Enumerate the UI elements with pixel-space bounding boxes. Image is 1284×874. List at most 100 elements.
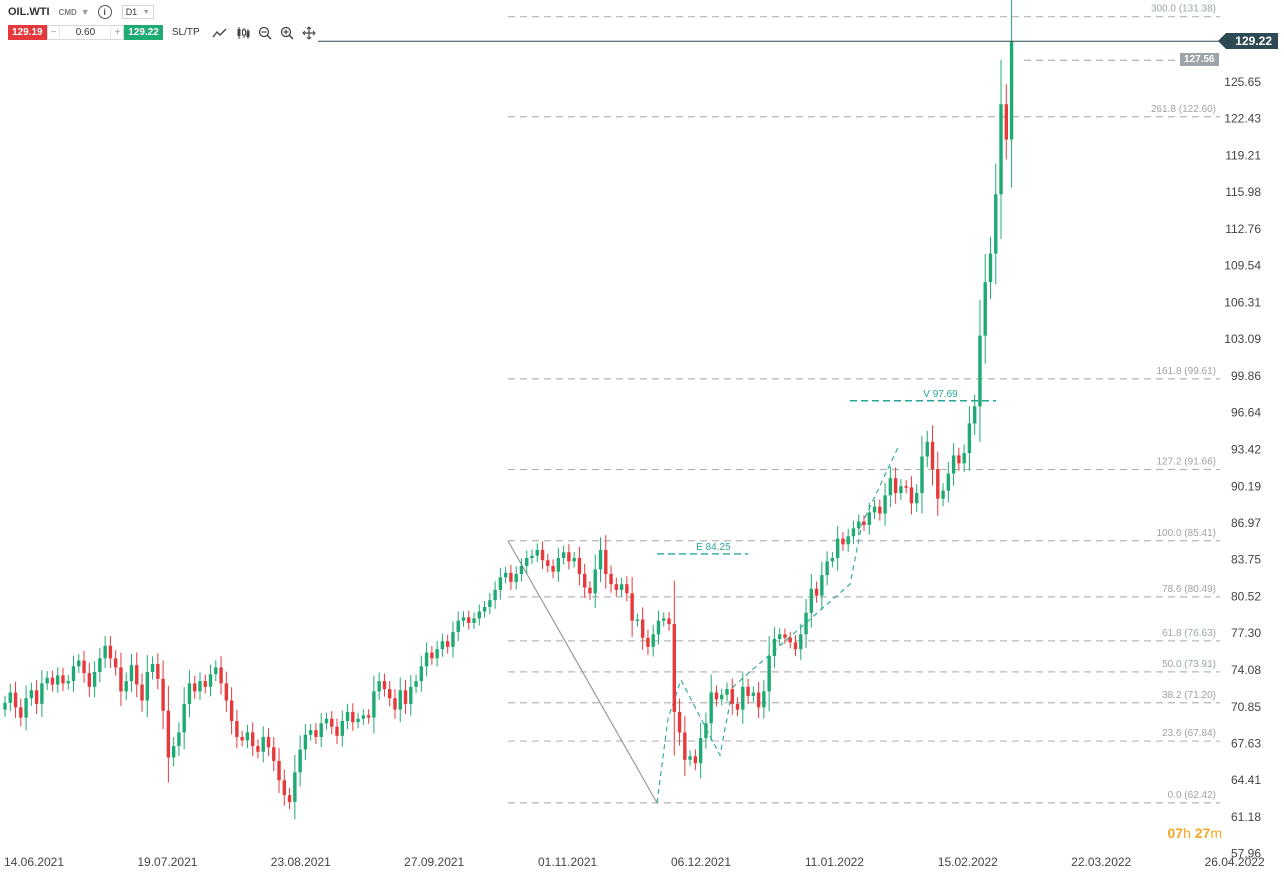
line-chart-icon[interactable] [212, 27, 228, 39]
candle-up [962, 453, 966, 464]
candle-down [467, 617, 471, 623]
candle-up [688, 756, 692, 760]
candle-up [245, 732, 250, 741]
info-icon[interactable]: i [97, 5, 112, 19]
buy-button[interactable]: 129.22 [124, 25, 163, 40]
candle-down [577, 557, 582, 574]
candle-up [409, 686, 413, 704]
candle-down [646, 637, 650, 647]
x-axis: 14.06.2021 19.07.2021 23.08.2021 27.09.2021… [4, 855, 1265, 869]
zoom-in-icon[interactable] [280, 26, 294, 40]
y-tick-label: 77.30 [1231, 626, 1261, 640]
candle-up [40, 683, 44, 704]
candle-down [841, 538, 845, 545]
candle-up [8, 692, 12, 703]
candle-down [119, 667, 123, 692]
fibonacci-levels: 0.0 (62.42) 23.6 (67.84) 38.2 (71.20) 50.0 … [508, 4, 1220, 804]
candle-down [156, 664, 160, 679]
candle-down [640, 619, 645, 638]
candle-up [77, 660, 81, 667]
instrument-symbol[interactable]: OIL.WTI [8, 6, 50, 18]
candlesticks [3, 0, 1014, 820]
candle-up [598, 549, 603, 570]
quantity-input[interactable]: 0.60 [59, 27, 112, 38]
candle-up [519, 565, 524, 574]
decrease-qty-button[interactable]: − [50, 27, 57, 38]
candle-up [514, 573, 518, 582]
y-tick-label: 96.64 [1231, 406, 1261, 420]
y-tick-label: 99.86 [1231, 369, 1261, 383]
increase-qty-button[interactable]: + [114, 27, 121, 38]
sell-button[interactable]: 129.19 [8, 25, 47, 40]
candle-up [324, 718, 329, 724]
x-tick-label: 19.07.2021 [137, 855, 197, 869]
candle-down [756, 692, 761, 708]
candle-down [266, 736, 271, 748]
candle-up [767, 656, 771, 692]
y-tick-label: 122.43 [1224, 112, 1261, 126]
candle-down [893, 478, 898, 493]
candle-down [335, 726, 339, 736]
candle-up [293, 772, 297, 802]
candle-up [572, 557, 576, 562]
candle-down [583, 573, 587, 588]
candle-up [308, 730, 313, 735]
x-tick-label: 26.04.2022 [1205, 855, 1265, 869]
candle-down [904, 486, 908, 488]
candle-up [951, 455, 956, 474]
candle-down [240, 736, 244, 741]
candle-down [430, 652, 434, 659]
zoom-out-icon[interactable] [258, 26, 272, 40]
candle-down [509, 572, 513, 582]
candle-up [972, 406, 977, 424]
elliott-wave-line[interactable] [656, 447, 899, 803]
candle-up [29, 690, 34, 699]
candle-down [403, 690, 408, 704]
candle-down [930, 441, 935, 470]
candle-up [994, 194, 998, 254]
candle-up [720, 694, 724, 700]
candle-up [356, 718, 360, 723]
y-tick-label: 103.09 [1224, 332, 1261, 346]
candle-up [709, 692, 713, 724]
candle-up [804, 612, 808, 635]
candlestick-icon[interactable] [236, 26, 250, 40]
candle-down [314, 730, 318, 737]
candle-up [857, 521, 861, 529]
candle-up [482, 607, 487, 612]
user-drawings[interactable]: E 84.25 V 97.69 [507, 389, 996, 804]
move-icon[interactable] [301, 25, 316, 40]
x-tick-label: 15.02.2022 [938, 855, 998, 869]
candle-up [530, 555, 534, 558]
candle-up [899, 486, 903, 493]
candle-up [635, 619, 640, 622]
sl-tp-button[interactable]: SL/TP [171, 27, 200, 38]
candle-up [593, 569, 597, 594]
candle-down [19, 707, 23, 718]
candle-up [419, 666, 424, 682]
candle-up [435, 649, 439, 659]
candle-up [725, 689, 729, 695]
candle-down [735, 703, 740, 710]
candle-up [846, 536, 850, 545]
candle-up [345, 711, 350, 722]
candle-down [235, 721, 239, 737]
chevron-down-icon[interactable]: ▼ [80, 7, 90, 17]
candle-down [630, 593, 634, 621]
y-tick-label: 86.97 [1231, 516, 1261, 530]
trend-line[interactable] [507, 540, 658, 804]
market-type: CMD [58, 7, 77, 17]
candle-up [361, 715, 366, 719]
candle-down [224, 683, 229, 701]
candle-down [277, 760, 281, 781]
quantity-stepper[interactable]: − 0.60 + [46, 25, 125, 40]
candle-up [451, 632, 455, 647]
candle-down [788, 637, 792, 643]
candle-up [298, 749, 302, 773]
candle-down [862, 521, 866, 525]
candle-down [393, 698, 397, 710]
candle-up [92, 671, 97, 687]
timeframe-select[interactable]: D1 ▼ [121, 5, 154, 19]
candle-up [198, 681, 202, 692]
